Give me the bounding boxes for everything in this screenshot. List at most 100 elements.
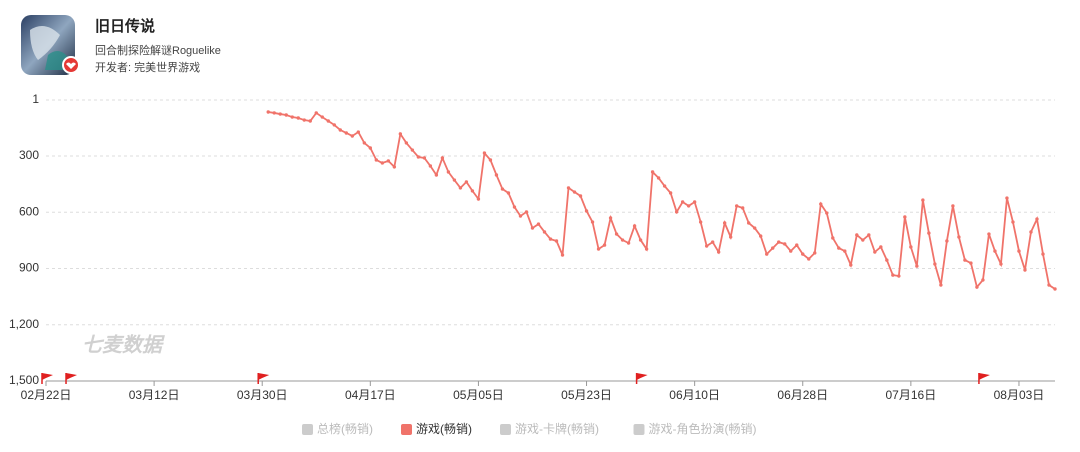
legend-item[interactable]: 游戏-角色扮演(畅销) (633, 421, 757, 436)
legend-swatch (633, 424, 645, 435)
legend-swatch (302, 424, 313, 435)
point (753, 226, 757, 230)
event-flag (257, 373, 270, 384)
point (344, 131, 348, 135)
legend-item[interactable]: 游戏-卡牌(畅销) (500, 422, 599, 436)
point (939, 283, 943, 287)
point (542, 230, 547, 234)
point (909, 245, 913, 249)
point (698, 220, 703, 224)
y-tick-label: 1,200 (9, 317, 39, 331)
point (398, 132, 403, 136)
point (452, 178, 457, 182)
event-flag (978, 373, 990, 384)
point (404, 141, 409, 145)
point (470, 189, 475, 193)
app-developer: 开发者: 完美世界游戏 (95, 60, 200, 74)
y-tick-label: 1,500 (9, 373, 39, 387)
point (801, 252, 805, 256)
point (686, 204, 691, 208)
point (566, 186, 571, 190)
point (494, 173, 499, 177)
point (987, 232, 991, 236)
x-tick-label: 07月16日 (886, 388, 937, 402)
point (915, 264, 919, 268)
point (981, 278, 985, 282)
point (284, 113, 288, 117)
point (512, 205, 517, 209)
point (1029, 230, 1033, 234)
point (554, 239, 559, 243)
app-title: 旧日传说 (95, 17, 155, 35)
flag (42, 373, 53, 380)
point (1041, 252, 1045, 256)
x-tick-label: 03月12日 (129, 388, 180, 402)
line (268, 111, 1056, 290)
point (777, 240, 781, 244)
point (1047, 283, 1051, 287)
point (951, 204, 955, 208)
point (614, 232, 619, 236)
point (380, 161, 385, 165)
point (680, 200, 685, 204)
point (765, 252, 769, 256)
y-tick-label: 300 (19, 148, 39, 162)
flag (66, 373, 78, 380)
point (428, 164, 433, 168)
point (837, 246, 841, 250)
point (849, 263, 853, 267)
point (506, 191, 511, 195)
point (999, 262, 1003, 266)
legend-item[interactable]: 游戏(畅销) (401, 422, 472, 436)
watermark: 七麦数据 (82, 333, 165, 356)
point (759, 234, 763, 238)
y-tick-label: 1 (32, 92, 39, 106)
point (548, 237, 553, 241)
point (536, 222, 541, 226)
point (1035, 217, 1039, 221)
point (867, 233, 871, 237)
point (903, 215, 907, 219)
point (710, 240, 715, 244)
legend-item[interactable]: 总榜(畅销) (302, 421, 373, 436)
point (638, 238, 643, 242)
point (320, 115, 324, 119)
point (308, 119, 312, 123)
point (392, 165, 397, 169)
point (338, 128, 342, 132)
point (1053, 287, 1057, 291)
point (422, 156, 427, 160)
point (596, 247, 601, 251)
app-icon (21, 15, 80, 75)
x-tick-label: 06月28日 (777, 388, 828, 402)
point (368, 146, 373, 150)
point (608, 216, 613, 220)
point (795, 243, 799, 247)
flag (636, 373, 648, 380)
point (626, 241, 631, 245)
point (590, 220, 595, 224)
legend-swatch (500, 424, 511, 435)
point (704, 244, 709, 248)
point (963, 258, 967, 262)
point (879, 245, 883, 249)
x-tick-label: 02月22日 (21, 388, 72, 402)
legend-swatch (401, 424, 412, 435)
point (1005, 196, 1009, 200)
point (266, 110, 270, 114)
point (350, 134, 355, 138)
point (458, 186, 463, 190)
x-tick-label: 05月23日 (561, 388, 612, 402)
point (771, 246, 775, 250)
point (921, 198, 925, 202)
point (572, 190, 577, 194)
point (296, 116, 300, 120)
point (362, 141, 367, 145)
point (386, 159, 391, 163)
point (897, 274, 901, 278)
point (650, 170, 655, 174)
point (813, 251, 817, 255)
legend-label: 游戏-卡牌(畅销) (515, 422, 599, 436)
point (674, 210, 679, 214)
